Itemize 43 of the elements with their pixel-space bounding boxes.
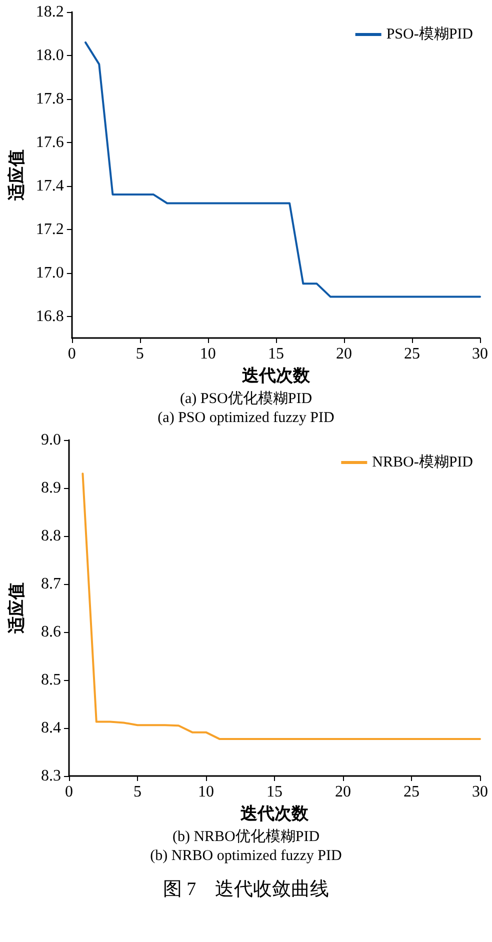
x-tick-label: 0 bbox=[65, 784, 73, 800]
caption: 图 7 迭代收敛曲线 bbox=[162, 879, 330, 900]
y-tick-label: 18.0 bbox=[36, 46, 64, 64]
x-tick-label: 20 bbox=[335, 784, 351, 800]
text: (b) NRBO optimized fuzzy PID bbox=[149, 847, 343, 866]
y-tick-label: 8.5 bbox=[41, 672, 61, 688]
x-tick-label: 0 bbox=[68, 346, 76, 362]
y-axis-title: 适应值 bbox=[7, 150, 26, 202]
x-tick-label: 25 bbox=[404, 346, 420, 362]
y-tick-label: 17.6 bbox=[36, 134, 64, 151]
y-tick-label: 8.6 bbox=[41, 624, 61, 640]
x-tick-label: 30 bbox=[472, 784, 488, 800]
text: (b) NRBO优化模糊PID bbox=[171, 828, 321, 847]
y-tick-label: 8.4 bbox=[41, 720, 61, 736]
y-axis-title: 适应值 bbox=[7, 582, 26, 634]
text: (a) PSO optimized fuzzy PID bbox=[156, 409, 336, 428]
x-axis-title: 迭代次数 bbox=[240, 366, 311, 385]
x-tick-label: 10 bbox=[198, 784, 214, 800]
y-tick-label: 17.4 bbox=[36, 177, 64, 194]
x-tick-label: 20 bbox=[336, 346, 352, 362]
y-tick-label: 18.2 bbox=[36, 4, 64, 20]
y-tick-label: 17.8 bbox=[36, 90, 64, 108]
x-tick-label: 15 bbox=[268, 346, 284, 362]
y-tick-label: 16.8 bbox=[36, 308, 64, 325]
x-tick-label: 30 bbox=[472, 346, 488, 362]
line-series bbox=[82, 472, 481, 740]
legend-label: NRBO-模糊PID bbox=[372, 454, 474, 470]
x-tick-label: 10 bbox=[200, 346, 216, 362]
x-tick-label: 15 bbox=[266, 784, 282, 800]
x-tick-label: 5 bbox=[134, 784, 142, 800]
y-tick-label: 8.8 bbox=[41, 528, 61, 544]
y-tick-label: 9.0 bbox=[41, 432, 61, 448]
text: (a) PSO优化模糊PID bbox=[178, 390, 314, 409]
x-axis-title: 迭代次数 bbox=[240, 804, 310, 823]
x-tick-label: 25 bbox=[404, 784, 420, 800]
y-tick-label: 8.3 bbox=[41, 768, 61, 784]
legend-label: PSO-模糊PID bbox=[386, 26, 474, 42]
y-tick-label: 17.2 bbox=[36, 220, 64, 238]
x-tick-label: 5 bbox=[136, 346, 144, 362]
y-tick-label: 17.0 bbox=[36, 264, 64, 282]
line-series bbox=[84, 41, 481, 298]
y-tick-label: 8.9 bbox=[41, 480, 61, 496]
y-tick-label: 8.7 bbox=[41, 576, 61, 592]
